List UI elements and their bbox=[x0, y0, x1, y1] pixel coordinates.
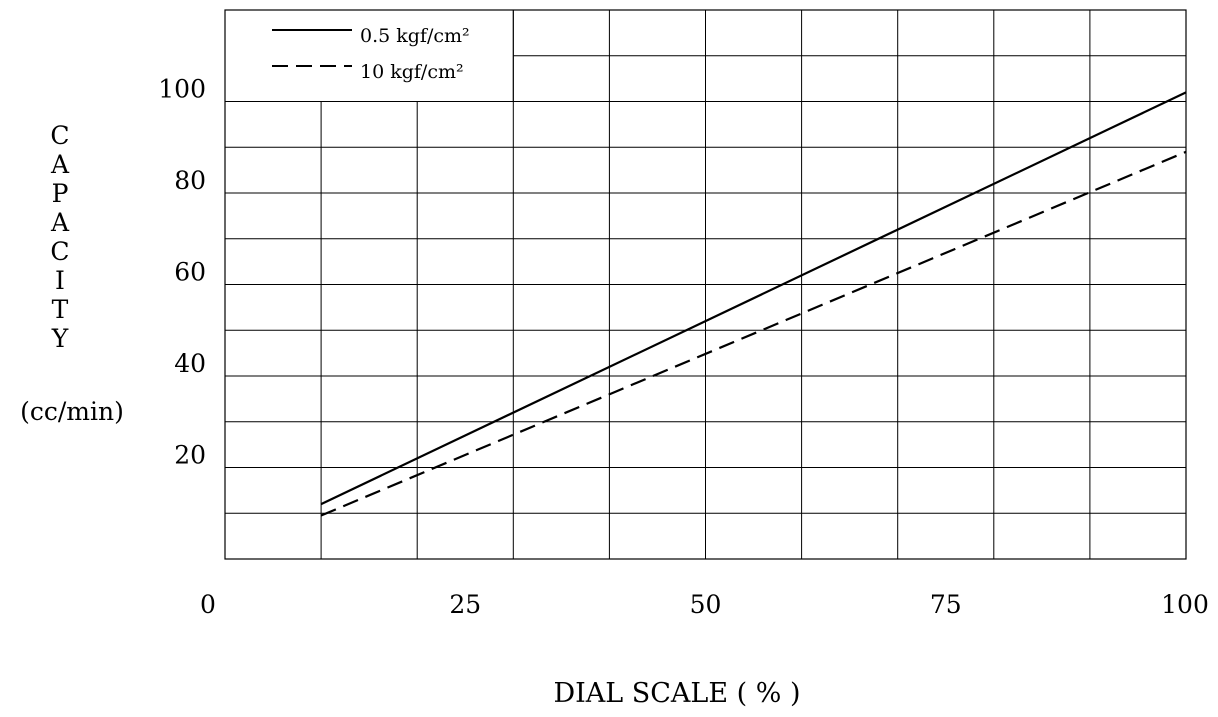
x-tick-label: 50 bbox=[690, 590, 722, 619]
y-axis-title-letter: I bbox=[55, 266, 65, 295]
legend: 0.5 kgf/cm² 10 kgf/cm² bbox=[272, 25, 470, 83]
x-tick-label: 75 bbox=[930, 590, 962, 619]
series-line-0.5kgf bbox=[320, 91, 1187, 506]
x-axis-title: DIAL SCALE ( % ) bbox=[553, 678, 800, 709]
y-axis-title-letter: T bbox=[52, 295, 69, 324]
legend-label: 10 kgf/cm² bbox=[360, 61, 464, 83]
y-axis-title-letter: C bbox=[50, 237, 69, 266]
y-tick-label: 100 bbox=[158, 75, 206, 104]
series-line-10kgf bbox=[320, 150, 1187, 517]
y-axis-title-letter: Y bbox=[51, 324, 69, 353]
y-axis-title-letter: C bbox=[50, 121, 69, 150]
y-tick-label: 60 bbox=[174, 258, 206, 287]
x-tick-label: 100 bbox=[1161, 590, 1209, 619]
y-axis-title-unit: (cc/min) bbox=[20, 397, 124, 426]
y-axis-title-letter: P bbox=[52, 179, 69, 208]
y-tick-label: 20 bbox=[174, 441, 206, 470]
y-axis-title-letter: A bbox=[50, 208, 70, 237]
y-tick-label: 40 bbox=[174, 349, 206, 378]
y-tick-label: 80 bbox=[174, 166, 206, 195]
x-tick-label: 0 bbox=[200, 590, 216, 619]
legend-label: 0.5 kgf/cm² bbox=[360, 25, 470, 47]
x-tick-labels: 0 25 50 75 100 bbox=[200, 590, 1209, 619]
y-axis-title-letter: A bbox=[50, 150, 70, 179]
series-layer bbox=[320, 91, 1187, 517]
y-tick-labels: 20 40 60 80 100 bbox=[158, 75, 206, 470]
x-tick-label: 25 bbox=[449, 590, 481, 619]
grid bbox=[224, 9, 1187, 560]
